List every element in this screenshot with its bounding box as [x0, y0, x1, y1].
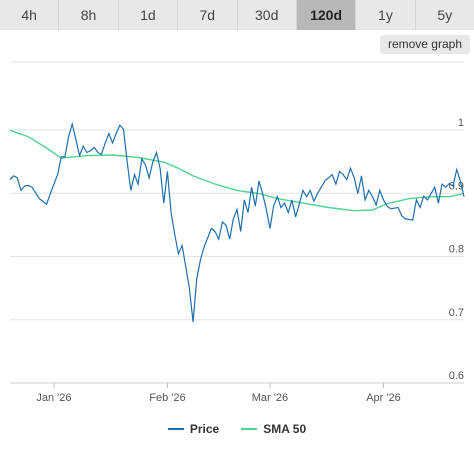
y-axis-ticks: 1 0.9 0.8 0.7 0.6: [449, 117, 464, 382]
y-tick-label: 1: [458, 117, 464, 129]
y-tick-label: 0.7: [449, 307, 464, 319]
range-tab-bar: 4h 8h 1d 7d 30d 120d 1y 5y: [0, 0, 474, 30]
y-tick-label: 0.9: [449, 180, 464, 192]
tab-4h[interactable]: 4h: [0, 0, 60, 30]
tab-1y[interactable]: 1y: [356, 0, 416, 30]
chart-legend: Price SMA 50: [0, 419, 474, 439]
x-tick-label: Apr '26: [366, 392, 401, 404]
y-tick-label: 0.6: [449, 370, 464, 382]
tab-8h[interactable]: 8h: [59, 0, 119, 30]
legend-label-sma-50: SMA 50: [263, 422, 307, 436]
legend-item-sma-50[interactable]: SMA 50: [241, 422, 306, 436]
remove-graph-button[interactable]: remove graph: [379, 35, 470, 54]
sma-50-legend-swatch: [241, 428, 258, 430]
x-axis-ticks: Jan '26 Feb '26 Mar '26 Apr '26: [36, 383, 401, 404]
x-tick-label: Feb '26: [149, 392, 185, 404]
tab-5y[interactable]: 5y: [415, 0, 474, 30]
price-chart: 1 0.9 0.8 0.7 0.6 Jan '26 Feb '26 Mar '26 Apr '…: [9, 61, 465, 404]
price-legend-swatch: [167, 428, 184, 430]
x-tick-label: Mar '26: [252, 392, 288, 404]
tab-120d[interactable]: 120d: [296, 0, 357, 30]
y-tick-label: 0.8: [449, 244, 464, 256]
legend-item-price[interactable]: Price: [167, 422, 220, 436]
tab-7d[interactable]: 7d: [178, 0, 238, 30]
sma-50-series-line: [9, 129, 465, 212]
grid-lines: [10, 61, 464, 384]
tab-1d[interactable]: 1d: [118, 0, 179, 30]
x-tick-label: Jan '26: [36, 392, 71, 404]
tab-30d[interactable]: 30d: [237, 0, 297, 30]
price-series-line: [9, 121, 465, 323]
legend-label-price: Price: [189, 422, 220, 436]
